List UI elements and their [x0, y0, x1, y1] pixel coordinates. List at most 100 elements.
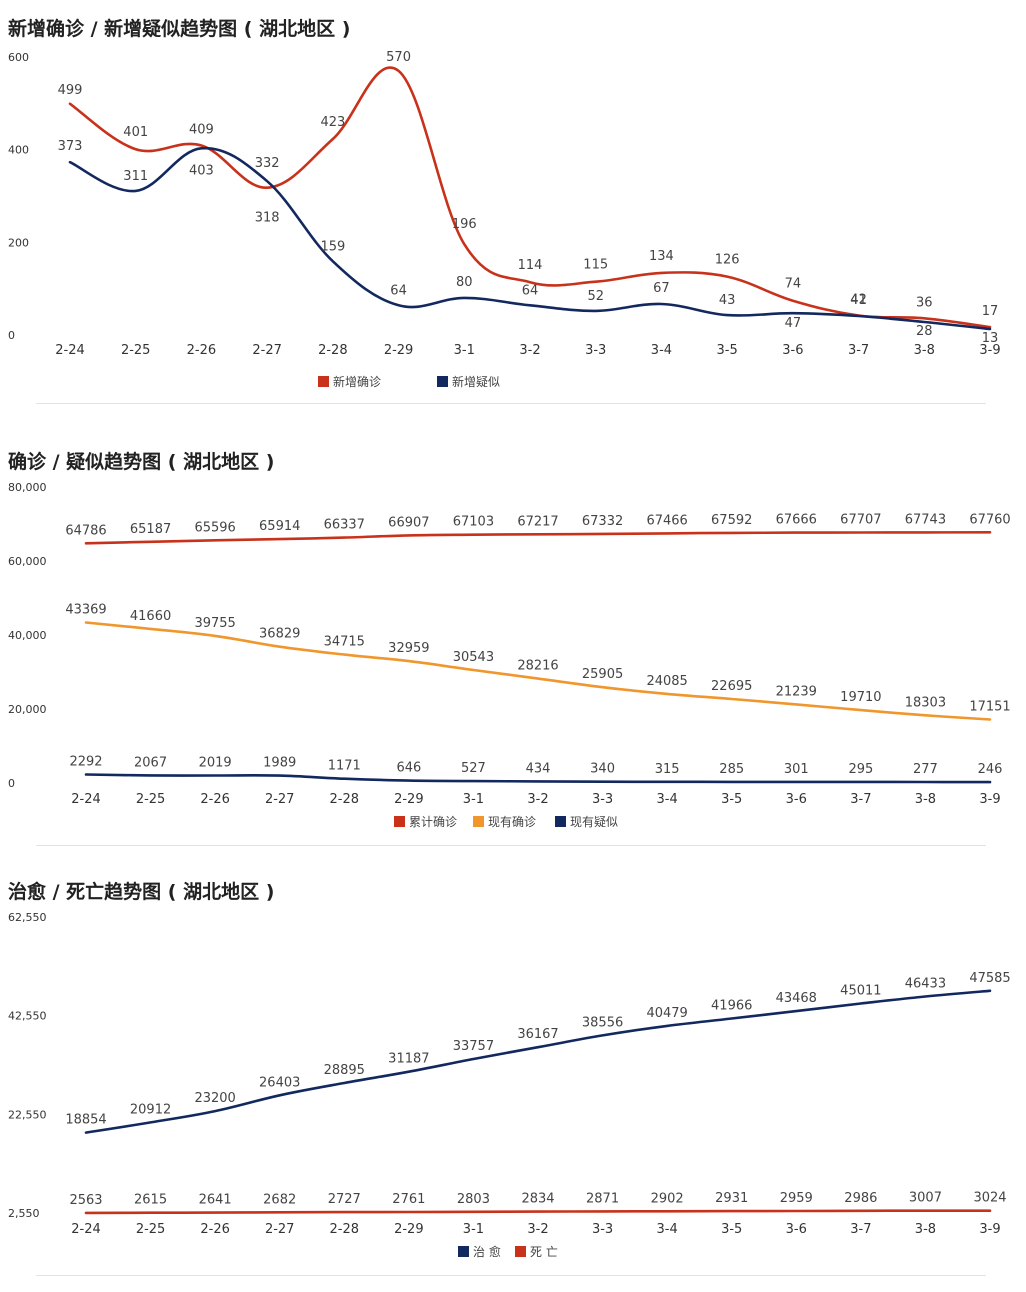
y-tick-label: 400	[8, 144, 29, 157]
data-label: 13	[982, 331, 999, 346]
chart-title: 新增确诊 / 新增疑似趋势图 ( 湖北地区 )	[8, 18, 351, 40]
data-label: 295	[848, 762, 873, 777]
x-tick-label: 2-25	[121, 343, 151, 358]
data-label: 47	[785, 316, 802, 331]
data-label: 67332	[582, 514, 623, 529]
data-label: 277	[913, 762, 938, 777]
data-label: 2019	[199, 756, 232, 771]
x-tick-label: 3-1	[463, 1222, 484, 1237]
data-label: 52	[587, 289, 604, 304]
legend-swatch	[555, 816, 566, 827]
x-tick-label: 2-29	[394, 792, 424, 807]
data-label: 2803	[457, 1192, 490, 1207]
x-tick-label: 3-7	[850, 1222, 871, 1237]
data-label: 2641	[199, 1193, 232, 1208]
x-tick-label: 2-24	[71, 1222, 101, 1237]
data-label: 67743	[905, 512, 946, 527]
legend-label: 累计确诊	[409, 815, 457, 829]
x-tick-label: 3-2	[519, 343, 540, 358]
data-label: 570	[386, 50, 411, 65]
y-tick-label: 40,000	[8, 629, 47, 642]
data-label: 64	[390, 283, 407, 298]
x-tick-label: 2-28	[330, 1222, 360, 1237]
data-label: 67	[653, 281, 670, 296]
legend-label: 新增确诊	[333, 374, 381, 389]
data-label: 423	[320, 115, 345, 130]
data-label: 285	[719, 762, 744, 777]
x-tick-label: 3-8	[914, 343, 935, 358]
data-label: 2871	[586, 1191, 619, 1206]
y-tick-label: 0	[8, 329, 15, 342]
y-tick-label: 62,550	[8, 911, 47, 924]
legend-label: 现有疑似	[570, 814, 618, 829]
data-label: 67707	[840, 513, 881, 528]
data-label: 36	[916, 295, 933, 310]
data-label: 65187	[130, 522, 171, 537]
x-tick-label: 3-5	[721, 1222, 742, 1237]
series-line-1	[84, 531, 992, 545]
divider	[36, 845, 986, 846]
data-label: 24085	[646, 674, 687, 689]
data-label: 315	[655, 762, 680, 777]
data-label: 45011	[840, 984, 881, 999]
y-tick-label: 600	[8, 51, 29, 64]
x-tick-label: 3-7	[848, 343, 869, 358]
data-label: 20912	[130, 1102, 171, 1117]
x-tick-label: 2-26	[187, 343, 217, 358]
data-label: 2615	[134, 1193, 167, 1208]
x-tick-label: 2-28	[330, 792, 360, 807]
new-cases-chart: 600 400 200 0 2-24 2-25 2-26 2-27 2-28 2-29 3-1 3-2…	[8, 50, 1001, 389]
data-label: 26403	[259, 1075, 300, 1090]
x-tick-label: 3-6	[786, 792, 807, 807]
y-tick-label: 0	[8, 777, 15, 790]
data-label: 499	[58, 83, 83, 98]
x-tick-label: 3-9	[979, 1222, 1000, 1237]
data-label: 41660	[130, 609, 171, 624]
data-label: 33757	[453, 1039, 494, 1054]
data-label: 43	[719, 293, 736, 308]
data-label: 34715	[324, 635, 365, 650]
y-tick-label: 200	[8, 236, 29, 249]
x-tick-label: 3-1	[463, 792, 484, 807]
data-label: 21239	[776, 684, 817, 699]
x-tick-label: 3-2	[527, 792, 548, 807]
data-label: 246	[978, 762, 1003, 777]
data-label: 46433	[905, 977, 946, 992]
chart-panel-confirmed: 确诊 / 疑似趋势图 ( 湖北地区 ) 80,000 60,000 40,000 20…	[8, 451, 1011, 846]
data-label: 114	[518, 258, 543, 273]
data-label: 66337	[324, 518, 365, 533]
x-tick-label: 2-29	[394, 1222, 424, 1237]
x-tick-label: 2-24	[55, 343, 85, 358]
data-label: 65914	[259, 519, 300, 534]
data-label: 25905	[582, 667, 623, 682]
data-label: 23200	[194, 1091, 235, 1106]
data-label: 134	[649, 249, 674, 264]
data-label: 17151	[969, 700, 1010, 715]
data-label: 80	[456, 275, 473, 290]
data-label: 3024	[973, 1191, 1006, 1206]
data-label: 311	[123, 169, 148, 184]
confirmed-chart: 80,000 60,000 40,000 20,000 0 2-24 2-25 2-26 2-2…	[8, 481, 1011, 829]
legend-swatch	[318, 376, 329, 387]
data-label: 17	[982, 304, 999, 319]
series-line-1	[84, 989, 992, 1134]
series-line-3	[84, 773, 992, 784]
data-label: 434	[526, 761, 551, 776]
data-label: 41	[850, 293, 867, 308]
x-tick-label: 2-27	[265, 1222, 295, 1237]
data-label: 42	[850, 293, 867, 308]
data-label: 47585	[969, 971, 1010, 986]
x-tick-label: 2-25	[136, 792, 166, 807]
data-label: 527	[461, 761, 486, 776]
series-line-2	[68, 146, 992, 331]
x-tick-label: 3-5	[717, 343, 738, 358]
data-label: 67592	[711, 513, 752, 528]
data-label: 64786	[65, 523, 106, 538]
data-label: 74	[785, 277, 802, 292]
legend-label: 治 愈	[473, 1244, 501, 1259]
data-label: 2986	[844, 1191, 877, 1206]
legend-label: 现有确诊	[488, 815, 536, 829]
series-line-1	[68, 66, 992, 329]
x-tick-label: 3-5	[721, 792, 742, 807]
data-label: 28895	[324, 1063, 365, 1078]
